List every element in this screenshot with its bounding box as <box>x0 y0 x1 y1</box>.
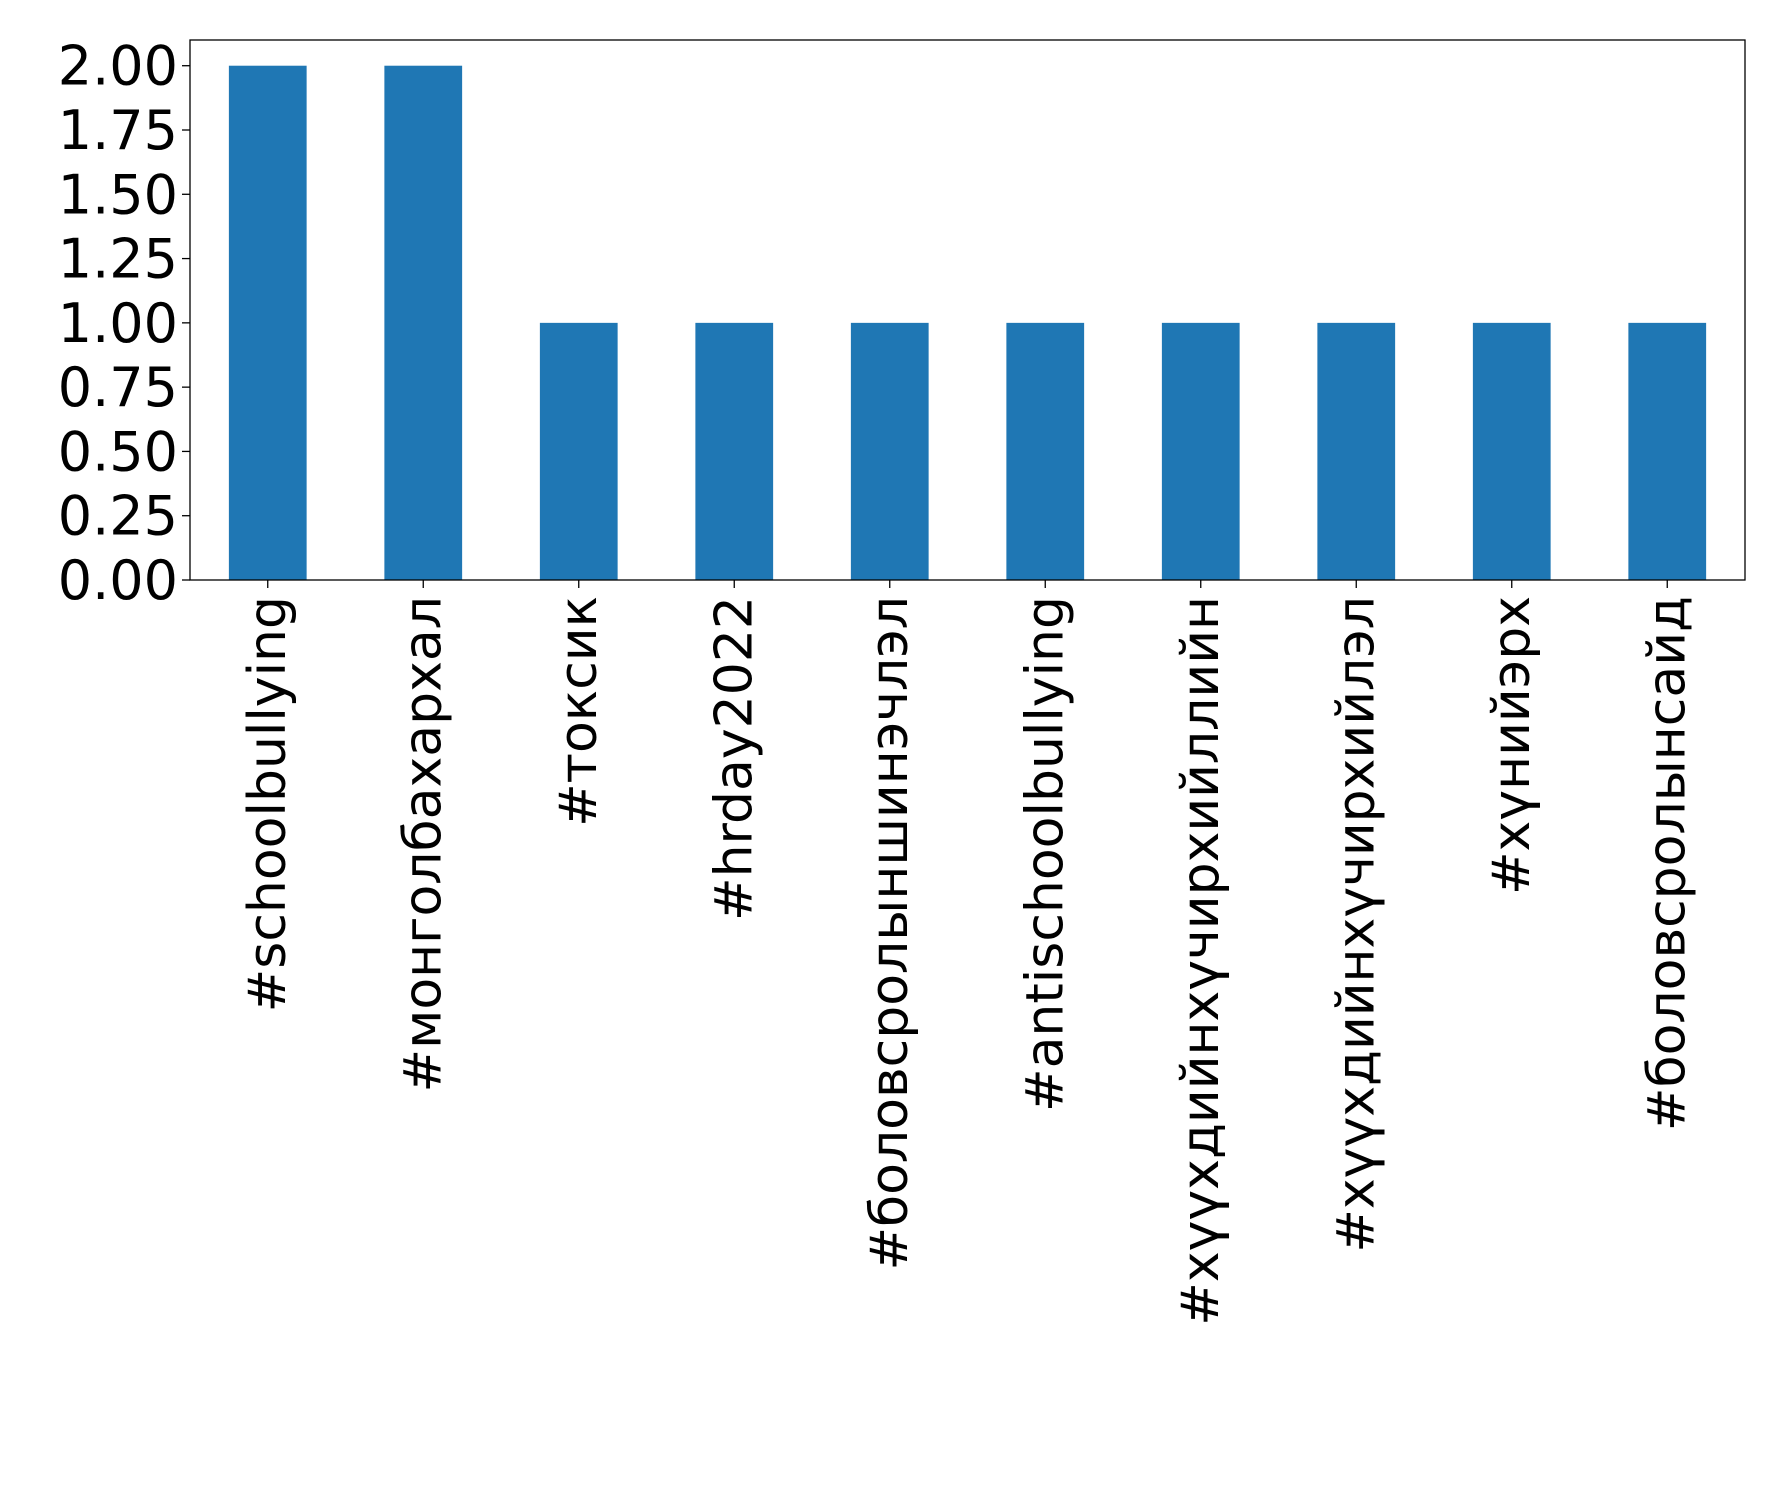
x-tick-label: #antischoolbullying <box>1015 596 1075 1112</box>
y-tick-label: 1.75 <box>58 99 178 162</box>
x-axis: #schoolbullying #монголбахархал #токсик #hr… <box>238 580 1697 1326</box>
bar <box>1161 322 1240 580</box>
bar <box>1006 322 1085 580</box>
bar <box>1628 322 1707 580</box>
y-tick-label: 0.25 <box>58 485 178 548</box>
y-tick-label: 0.75 <box>58 356 178 419</box>
x-tick-label: #hrday2022 <box>704 596 764 921</box>
y-tick-label: 0.00 <box>58 549 178 612</box>
x-tick-label: #боловсролыншинэчлэл <box>860 596 920 1271</box>
bar <box>695 322 774 580</box>
bar <box>1472 322 1551 580</box>
y-tick-label: 1.00 <box>58 292 178 355</box>
x-tick-label: #хүүхдийнхүчирхийллийн <box>1171 596 1231 1326</box>
x-tick-label: #хүнийэрх <box>1482 596 1542 895</box>
bar <box>1317 322 1396 580</box>
bar <box>850 322 929 580</box>
x-tick-label: #монголбахархал <box>393 596 453 1092</box>
y-tick-label: 1.25 <box>58 228 178 291</box>
bars-layer <box>228 65 1707 580</box>
x-tick-label: #токсик <box>549 596 609 827</box>
y-axis: 0.000.250.500.751.001.251.501.752.00 <box>58 35 190 612</box>
y-tick-label: 2.00 <box>58 35 178 98</box>
plot-frame <box>189 39 1746 581</box>
bar <box>228 65 307 580</box>
x-tick-label: #боловсролынсайд <box>1637 596 1697 1131</box>
y-tick-label: 0.50 <box>58 420 178 483</box>
x-tick-label: #хүүхдийнхүчирхийлэл <box>1326 596 1386 1253</box>
y-tick-label: 1.50 <box>58 163 178 226</box>
bar <box>539 322 618 580</box>
bar <box>384 65 463 580</box>
x-tick-label: #schoolbullying <box>238 596 298 1012</box>
